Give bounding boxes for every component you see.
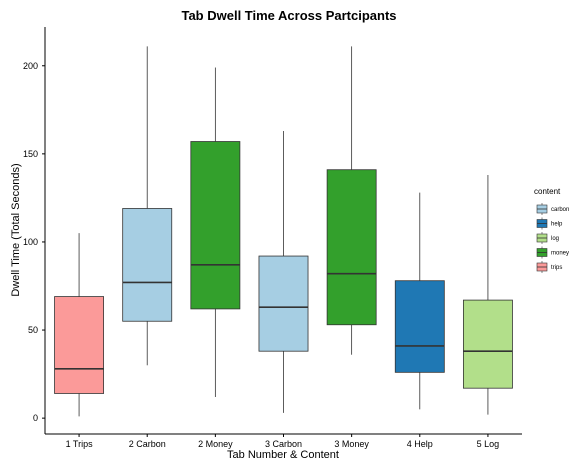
box-iqr (190, 141, 241, 310)
box-iqr (258, 255, 309, 352)
box-iqr (326, 169, 377, 326)
legend-label: money (551, 251, 569, 257)
y-tick-label: 150 (23, 149, 38, 159)
box-group (54, 46, 513, 417)
box-4-help (394, 192, 445, 410)
x-tick-label: 2 Carbon (129, 439, 166, 449)
y-axis-title: Dwell Time (Total Seconds) (10, 163, 22, 296)
legend: content carbon help log money trips (534, 187, 569, 273)
x-tick-label: 5 Log (477, 439, 500, 449)
y-axis-ticks: 0 50 100 150 200 (23, 61, 45, 423)
box-3-money (326, 46, 377, 355)
x-tick-label: 1 Trips (66, 439, 94, 449)
box-iqr (122, 208, 173, 322)
x-axis-ticks: 1 Trips 2 Carbon 2 Money 3 Carbon 3 Money 4 H… (66, 434, 500, 449)
box-3-carbon (258, 130, 309, 413)
x-axis-title: Tab Number & Content (227, 449, 339, 461)
box-iqr (394, 280, 445, 373)
y-tick-label: 0 (33, 413, 38, 423)
y-tick-label: 50 (28, 325, 38, 335)
legend-item-log: log (536, 232, 559, 244)
y-tick-label: 200 (23, 61, 38, 71)
legend-item-trips: trips (536, 261, 562, 273)
x-tick-label: 3 Money (334, 439, 369, 449)
legend-item-money: money (536, 246, 569, 259)
legend-title: content (534, 187, 561, 196)
box-1-trips (54, 233, 105, 417)
box-iqr (462, 299, 513, 389)
box-iqr (54, 296, 105, 394)
legend-item-help: help (536, 217, 563, 230)
legend-label: trips (551, 265, 562, 271)
y-tick-label: 100 (23, 237, 38, 247)
legend-item-carbon: carbon (536, 203, 569, 215)
x-tick-label: 2 Money (198, 439, 233, 449)
legend-label: carbon (551, 207, 569, 213)
box-2-money (190, 67, 241, 397)
box-2-carbon (122, 46, 173, 366)
legend-label: help (551, 222, 563, 228)
legend-label: log (551, 236, 559, 242)
x-tick-label: 4 Help (407, 439, 433, 449)
chart-title: Tab Dwell Time Across Partcipants (181, 8, 396, 23)
x-tick-label: 3 Carbon (265, 439, 302, 449)
box-5-log (462, 175, 513, 415)
